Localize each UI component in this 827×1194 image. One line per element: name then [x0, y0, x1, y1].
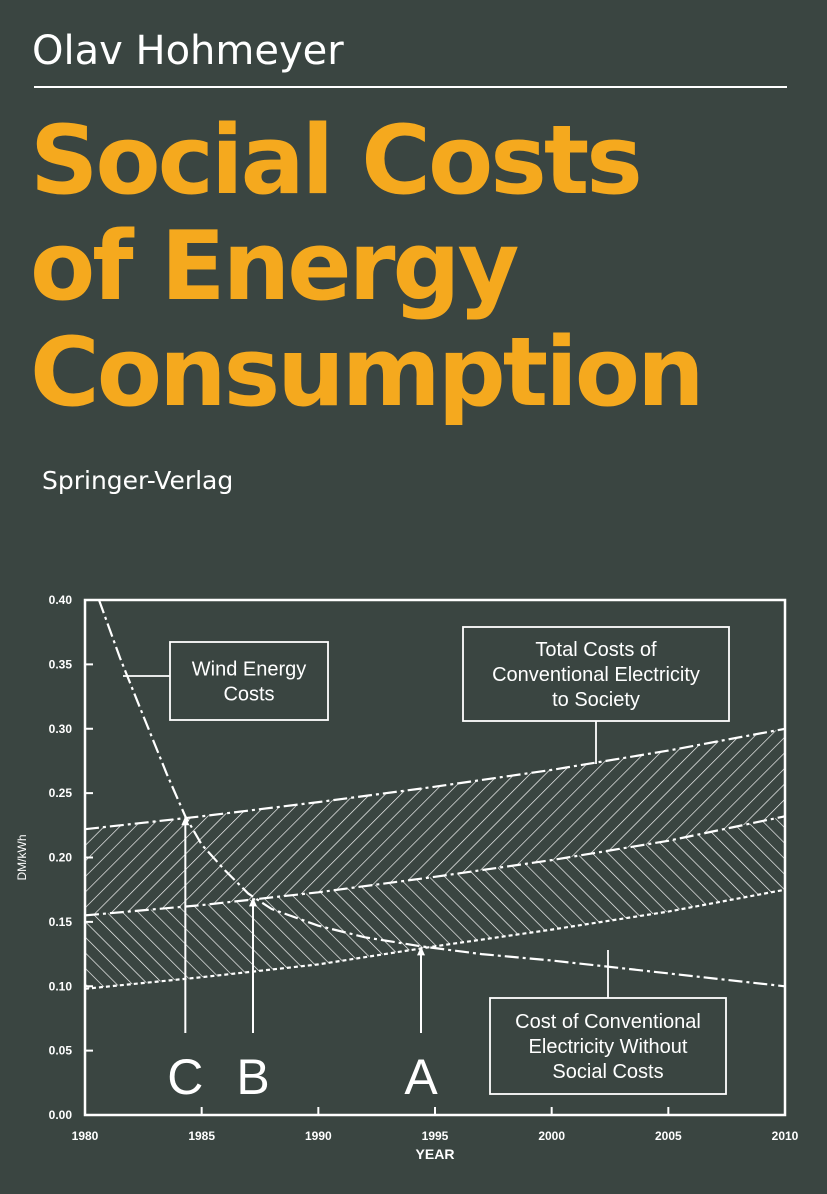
y-tick-label: 0.35	[49, 657, 73, 671]
lower-hatched-band	[85, 816, 785, 989]
book-title: Social Costs of Energy Consumption	[30, 106, 705, 428]
y-axis-label: DM/kWh	[15, 835, 29, 881]
y-tick-label: 0.15	[49, 915, 73, 929]
x-tick-label: 1990	[305, 1129, 332, 1143]
x-tick-label: 2005	[655, 1129, 682, 1143]
publisher-name: Springer-Verlag	[42, 466, 234, 495]
y-tick-label: 0.25	[49, 786, 73, 800]
y-tick-label: 0.05	[49, 1044, 73, 1058]
marker-label-C: C	[167, 1049, 203, 1105]
y-tick-label: 0.00	[49, 1108, 73, 1122]
cost-chart: 0.00 0.05 0.10 0.15 0.20 0.25 0.30 0.35 0.40 1980…	[15, 593, 799, 1162]
wind-energy-callout-text: Wind Energy	[192, 659, 307, 681]
title-divider	[34, 86, 787, 88]
y-tick-label: 0.20	[49, 851, 73, 865]
conventional-cost-callout-text: Electricity Without	[529, 1036, 688, 1058]
wind-energy-callout-box	[169, 641, 329, 721]
conventional-cost-callout-box	[489, 997, 727, 1095]
total-costs-callout-box	[462, 626, 730, 722]
series-line-conventional	[84, 888, 786, 990]
conventional-cost-callout-text: Cost of Conventional	[515, 1011, 701, 1033]
y-tick-label: 0.40	[49, 593, 73, 607]
y-tick-label: 0.10	[49, 979, 73, 993]
total-costs-callout-text: Total Costs of	[535, 639, 657, 661]
conventional-cost-callout-text: Social Costs	[552, 1061, 663, 1083]
series-line-wind	[97, 599, 786, 988]
title-line-3: Consumption	[30, 318, 705, 428]
series-line-middle	[84, 815, 786, 917]
marker-arrowhead-B	[249, 897, 257, 907]
upper-hatched-band	[85, 728, 785, 916]
x-tick-label: 2000	[538, 1129, 565, 1143]
author-name: Olav Hohmeyer	[32, 28, 344, 74]
x-tick-label: 1980	[72, 1129, 99, 1143]
wind-energy-callout-text: Costs	[223, 684, 274, 706]
total-costs-callout-text: Conventional Electricity	[492, 664, 700, 686]
marker-label-A: A	[404, 1049, 438, 1105]
total-costs-callout-text: to Society	[552, 689, 640, 711]
x-tick-label: 1995	[422, 1129, 449, 1143]
title-line-1: Social Costs	[30, 106, 643, 216]
title-line-2: of Energy	[30, 212, 519, 322]
x-tick-label: 1985	[188, 1129, 215, 1143]
marker-label-B: B	[236, 1049, 269, 1105]
x-axis-label: YEAR	[416, 1146, 455, 1162]
marker-arrowhead-C	[181, 816, 190, 826]
y-tick-label: 0.30	[49, 722, 73, 736]
series-line-total	[84, 727, 786, 831]
marker-arrowhead-A	[417, 946, 425, 956]
x-tick-label: 2010	[772, 1129, 799, 1143]
